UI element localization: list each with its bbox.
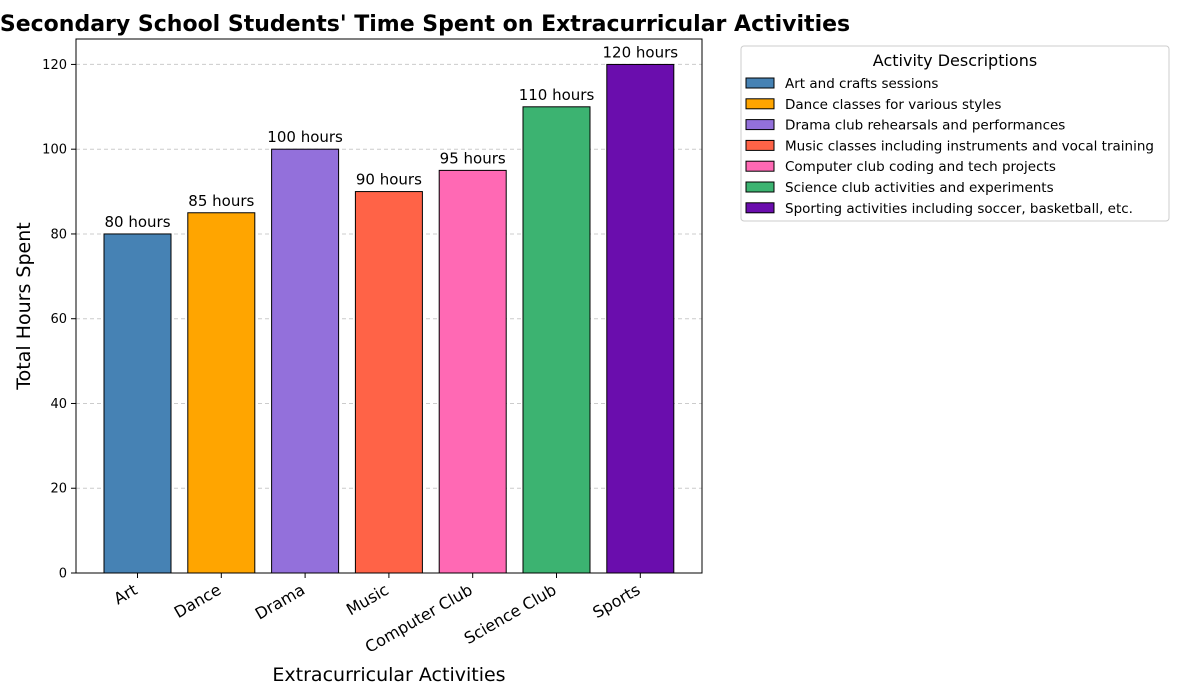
- legend-swatch: [745, 181, 775, 193]
- legend-entries: Art and crafts sessions Dance classes for…: [745, 76, 1154, 217]
- bar-dance: [187, 212, 256, 574]
- legend-frame: [740, 45, 1170, 222]
- y-tick-label: 80: [50, 227, 67, 242]
- bar-value-label: 95 hours: [440, 149, 506, 167]
- legend-entry-label: Drama club rehearsals and performances: [785, 118, 1065, 134]
- legend-swatch: [745, 98, 775, 110]
- bars: [103, 63, 675, 574]
- y-tick-label: 40: [50, 397, 67, 412]
- legend-entry-label: Music classes including instruments and …: [785, 138, 1154, 154]
- y-axis-label: Total Hours Spent: [13, 222, 35, 390]
- x-tick-label: Drama: [252, 580, 308, 624]
- legend-swatch: [745, 202, 775, 214]
- legend: Activity Descriptions Art and crafts ses…: [740, 45, 1170, 222]
- y-tick-label: 100: [42, 143, 67, 158]
- x-tick-label: Dance: [171, 580, 225, 622]
- bar-value-label: 90 hours: [356, 171, 422, 189]
- x-tick-label: Sports: [589, 580, 643, 622]
- bar-sports: [606, 63, 675, 574]
- bar-computer-club: [438, 169, 507, 574]
- bar-value-label: 110 hours: [519, 86, 595, 104]
- legend-entry-label: Sporting activities including soccer, ba…: [785, 201, 1133, 217]
- legend-title: Activity Descriptions: [873, 51, 1037, 70]
- bar-value-label: 100 hours: [267, 128, 343, 146]
- bar-art: [103, 233, 172, 574]
- y-tick-label: 20: [50, 482, 67, 497]
- y-tick-label: 0: [59, 567, 67, 582]
- bar-music: [354, 191, 423, 574]
- legend-swatch: [745, 139, 775, 151]
- bar-value-labels: 80 hours 85 hours 100 hours 90 hours 95 hour…: [104, 43, 678, 231]
- y-tick-label: 60: [50, 312, 67, 327]
- chart-title: Secondary School Students' Time Spent on…: [0, 12, 850, 37]
- x-tick-label: Art: [110, 580, 140, 608]
- legend-entry-label: Computer club coding and tech projects: [785, 159, 1056, 175]
- y-axis-ticks: 0 20 40 60 80 100 120: [42, 58, 76, 582]
- bar-value-label: 120 hours: [603, 43, 679, 61]
- bar-value-label: 80 hours: [104, 213, 170, 231]
- grid-lines: [76, 63, 702, 489]
- y-tick-label: 120: [42, 58, 67, 73]
- legend-entry-label: Science club activities and experiments: [785, 180, 1054, 196]
- legend-swatch: [745, 119, 775, 131]
- legend-swatch: [745, 160, 775, 172]
- bar-value-label: 85 hours: [188, 192, 254, 210]
- legend-swatch: [745, 77, 775, 89]
- x-axis-label: Extracurricular Activities: [272, 664, 505, 686]
- legend-entry-label: Dance classes for various styles: [785, 97, 1001, 113]
- x-tick-label: Science Club: [461, 580, 560, 648]
- x-tick-label: Music: [343, 580, 392, 619]
- bar-drama: [271, 148, 340, 574]
- bar-science-club: [522, 106, 591, 574]
- legend-entry-label: Art and crafts sessions: [785, 76, 938, 92]
